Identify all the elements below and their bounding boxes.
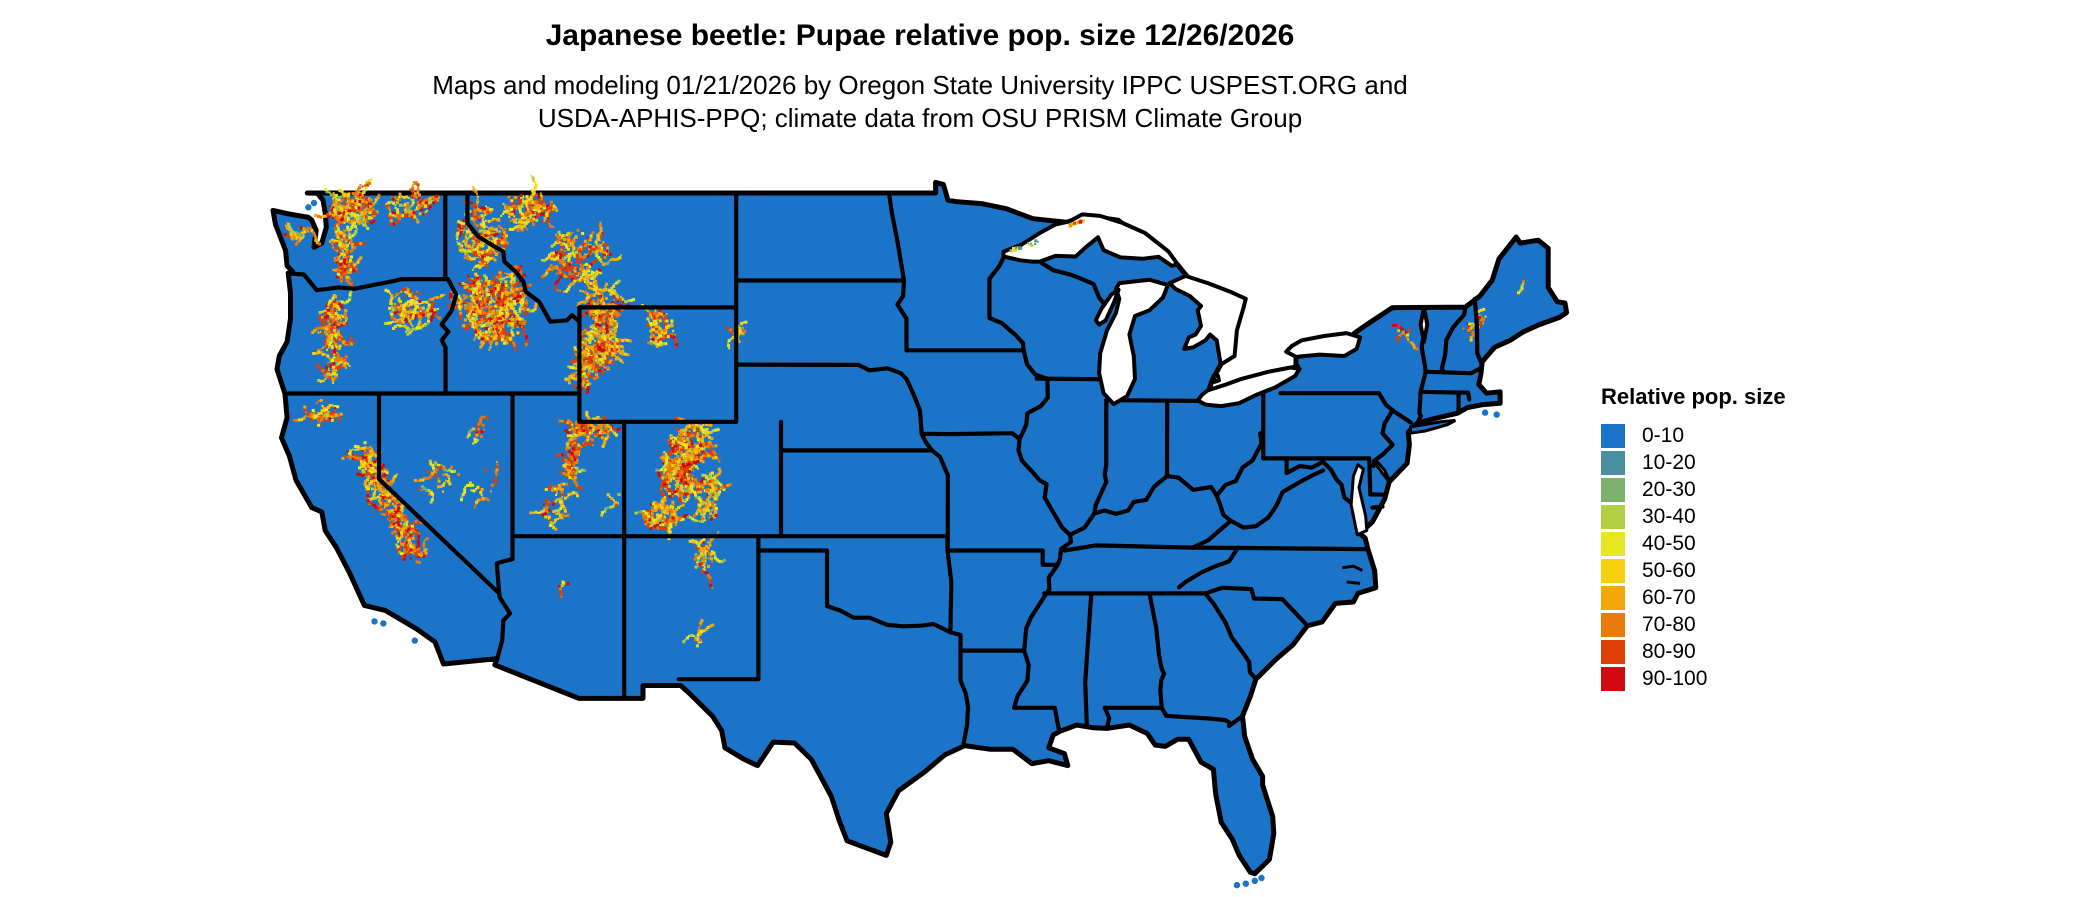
- coastal-islands: [305, 199, 1500, 889]
- legend-item: 80-90: [1601, 638, 1891, 665]
- subtitle-line-2: USDA-APHIS-PPQ; climate data from OSU PR…: [537, 103, 1303, 133]
- legend-swatch: [1601, 504, 1625, 529]
- legend: Relative pop. size 0-10 10-20 20-30 30-40 40…: [1601, 384, 1891, 692]
- legend-swatch: [1601, 558, 1625, 583]
- page-title: Japanese beetle: Pupae relative pop. siz…: [545, 19, 1295, 52]
- legend-item: 0-10: [1601, 422, 1891, 449]
- great-lakes: [1001, 212, 1430, 409]
- legend-label: 20-30: [1642, 477, 1696, 501]
- legend-label: 40-50: [1642, 531, 1696, 555]
- legend-swatch: [1601, 450, 1625, 475]
- carolina-sounds: [1342, 564, 1363, 585]
- legend-swatch: [1601, 531, 1625, 556]
- state-borders: [282, 190, 1484, 746]
- hotspot-speckles: [283, 174, 1526, 648]
- legend-item: 90-100: [1601, 665, 1891, 692]
- legend-label: 60-70: [1642, 585, 1696, 609]
- legend-item: 70-80: [1601, 611, 1891, 638]
- long-island: [1409, 418, 1457, 435]
- legend-swatch: [1601, 477, 1625, 502]
- legend-item: 50-60: [1601, 557, 1891, 584]
- legend-label: 80-90: [1642, 639, 1696, 663]
- legend-title: Relative pop. size: [1601, 384, 1786, 409]
- legend-item: 20-30: [1601, 476, 1891, 503]
- legend-label: 90-100: [1642, 666, 1708, 690]
- legend-items: 0-10 10-20 20-30 30-40 40-50 50-60 60-70 70-80 8…: [1601, 422, 1891, 692]
- legend-swatch: [1601, 666, 1625, 691]
- header: Japanese beetle: Pupae relative pop. siz…: [270, 18, 1570, 135]
- atlantic-bays: [1349, 459, 1392, 537]
- legend-swatch: [1601, 423, 1625, 448]
- subtitle-line-1: Maps and modeling 01/21/2026 by Oregon S…: [432, 70, 1408, 100]
- legend-item: 40-50: [1601, 530, 1891, 557]
- legend-label: 10-20: [1642, 450, 1696, 474]
- isle-royale-speckles: [1009, 219, 1085, 253]
- legend-swatch: [1601, 639, 1625, 664]
- legend-item: 30-40: [1601, 503, 1891, 530]
- legend-label: 50-60: [1642, 558, 1696, 582]
- legend-item: 10-20: [1601, 449, 1891, 476]
- map-subtitle: Maps and modeling 01/21/2026 by Oregon S…: [270, 69, 1570, 135]
- legend-swatch: [1601, 612, 1625, 637]
- legend-swatch: [1601, 585, 1625, 610]
- legend-label: 0-10: [1642, 423, 1685, 447]
- legend-label: 30-40: [1642, 504, 1696, 528]
- legend-item: 60-70: [1601, 584, 1891, 611]
- legend-label: 70-80: [1642, 612, 1696, 636]
